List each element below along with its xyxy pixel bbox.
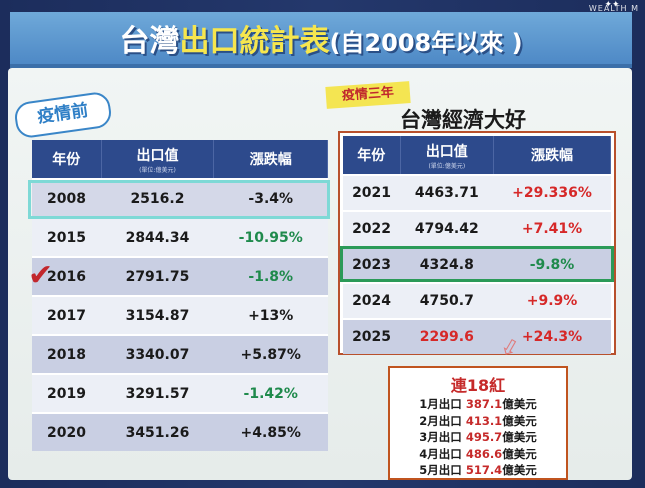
change-cell: +5.87% — [213, 334, 328, 374]
value-cell: 2844.34 — [101, 217, 214, 257]
value-cell: 3451.26 — [101, 412, 214, 451]
table-row: 2015 2844.34 -10.95% — [32, 217, 328, 257]
value-cell: 3291.57 — [101, 373, 214, 413]
unit-label: (單位:億美元) — [139, 166, 176, 174]
economy-heading: 台灣經濟大好 — [400, 108, 526, 132]
title-bar: 台灣出口統計表(自2008年以來 ) — [10, 12, 632, 68]
change-cell: +29.336% — [493, 174, 611, 211]
pandemic-table: 年份 出口值 (單位:億美元) 漲跌幅 2021 4463.71 +29.336%… — [343, 136, 611, 354]
year-cell: 2025 — [343, 318, 401, 354]
page-title: 台灣出口統計表(自2008年以來 ) — [10, 16, 632, 60]
year-cell: 2023 — [343, 246, 401, 283]
watermark: WEALTH M — [588, 4, 639, 13]
year-cell: 2016 — [32, 256, 101, 296]
year-cell: 2020 — [32, 412, 101, 451]
value-cell: 4794.42 — [400, 210, 494, 247]
checkmark-icon: ✔ — [28, 258, 54, 293]
list-item: 3月出口 495.7億美元 — [419, 430, 537, 444]
table-row: 2023 4324.8 -9.8% — [343, 246, 611, 283]
change-cell: -1.8% — [213, 256, 328, 296]
value-cell: 3154.87 — [101, 295, 214, 335]
title-subtitle: (自2008年以來 ) — [329, 29, 523, 57]
change-cell: +9.9% — [493, 282, 611, 319]
value-cell: 2791.75 — [101, 256, 214, 296]
value-cell: 4463.71 — [400, 174, 494, 211]
table-row: 2008 2516.2 -3.4% — [32, 178, 328, 218]
table-row: 2016 2791.75 -1.8% — [32, 256, 328, 296]
year-cell: 2018 — [32, 334, 101, 374]
unit-label: (單位:億美元) — [428, 162, 466, 170]
table-row: 2024 4750.7 +9.9% — [343, 282, 611, 319]
list-item: 1月出口 387.1億美元 — [419, 397, 537, 411]
change-cell: -10.95% — [213, 217, 328, 257]
header-export-value: 出口值 (單位:億美元) — [101, 140, 215, 179]
title-highlight: 出口統計表 — [179, 24, 330, 59]
change-cell: +13% — [213, 295, 328, 335]
change-cell: -3.4% — [213, 178, 328, 218]
table-row: 2017 3154.87 +13% — [32, 295, 328, 335]
header-export-value: 出口值 (單位:億美元) — [400, 136, 495, 175]
year-cell: 2015 — [32, 217, 101, 257]
year-cell: 2017 — [32, 295, 101, 335]
year-cell: 2008 — [32, 178, 101, 218]
value-cell: 2299.6 — [400, 318, 494, 354]
logo-icon: ✦✦ — [604, 0, 620, 10]
year-cell: 2021 — [343, 174, 401, 211]
monthly-streak-box: 連18紅 1月出口 387.1億美元 2月出口 413.1億美元 3月出口 49… — [388, 366, 568, 480]
table-row: 2022 4794.42 +7.41% — [343, 210, 611, 247]
change-cell: -9.8% — [493, 246, 611, 283]
list-item: 5月出口 517.4億美元 — [419, 463, 537, 477]
year-cell: 2022 — [343, 210, 401, 247]
header-change: 漲跌幅 — [213, 140, 328, 179]
header-change: 漲跌幅 — [493, 136, 611, 175]
table-row: 2025 2299.6 +24.3% — [343, 318, 611, 354]
value-cell: 3340.07 — [101, 334, 214, 374]
highlight-2023-frame — [340, 246, 614, 282]
value-cell: 4324.8 — [400, 246, 494, 283]
change-cell: +24.3% — [493, 318, 611, 354]
change-cell: -1.42% — [213, 373, 328, 413]
table-row: 2019 3291.57 -1.42% — [32, 373, 328, 413]
year-cell: 2019 — [32, 373, 101, 413]
table-row: 2020 3451.26 +4.85% — [32, 412, 328, 451]
header-year: 年份 — [343, 136, 401, 175]
year-cell: 2024 — [343, 282, 401, 319]
value-cell: 4750.7 — [400, 282, 494, 319]
list-item: 2月出口 413.1億美元 — [419, 413, 537, 428]
change-cell: +4.85% — [213, 412, 328, 451]
table-row: 2018 3340.07 +5.87% — [32, 334, 328, 374]
change-cell: +7.41% — [493, 210, 611, 247]
streak-title: 連18紅 — [450, 376, 506, 395]
table-row: 2021 4463.71 +29.336% — [343, 174, 611, 211]
list-item: 4月出口 486.6億美元 — [419, 446, 537, 461]
pre-pandemic-table: 年份 出口值 (單位:億美元) 漲跌幅 2008 2516.2 -3.4% 201… — [32, 140, 328, 451]
highlight-2008-frame — [28, 180, 330, 219]
value-cell: 2516.2 — [101, 178, 214, 218]
header-year: 年份 — [32, 140, 102, 179]
title-prefix: 台灣 — [119, 24, 180, 59]
